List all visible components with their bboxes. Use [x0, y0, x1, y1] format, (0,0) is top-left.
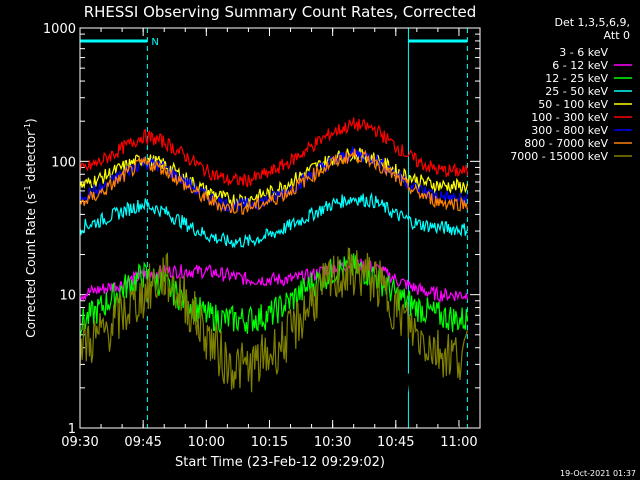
x-tick-label: 10:15 — [251, 435, 288, 450]
series-line-5 — [79, 117, 468, 188]
footer-timestamp: 19-Oct-2021 01:37 — [560, 469, 636, 478]
series-group — [79, 117, 468, 429]
x-tick-label: 10:00 — [188, 435, 225, 450]
series-line-7 — [79, 148, 468, 216]
legend-label: 50 - 100 keV — [538, 98, 608, 111]
y-tick-label: 1000 — [43, 22, 76, 37]
chart-title: RHESSI Observing Summary Count Rates, Co… — [84, 3, 477, 21]
legend-label: 25 - 50 keV — [545, 85, 608, 98]
legend-label: 12 - 25 keV — [545, 72, 608, 85]
x-tick-label: 09:45 — [124, 435, 161, 450]
y-axis-label-sup1: -1 — [23, 185, 32, 193]
legend-label: 7000 - 15000 keV — [510, 150, 608, 163]
night-marker-label: N — [151, 37, 158, 48]
plot-frame — [79, 27, 481, 429]
y-tick-label: 100 — [51, 155, 76, 170]
y-axis-label: Corrected Count Rate (s-1 detector-1) — [23, 118, 38, 337]
x-tick-label: 09:30 — [61, 435, 98, 450]
x-tick-label: 10:30 — [314, 435, 351, 450]
legend-label: 100 - 300 keV — [531, 111, 608, 124]
legend-label: 300 - 800 keV — [531, 124, 608, 137]
legend-label: 800 - 7000 keV — [524, 137, 608, 150]
x-tick-label: 11:00 — [440, 435, 477, 450]
y-tick-label: 1 — [68, 422, 76, 437]
y-axis-label-sup2: -1 — [23, 123, 32, 131]
series-line-2 — [79, 253, 468, 339]
legend-label: 3 - 6 keV — [559, 46, 608, 59]
series-line-8 — [79, 247, 468, 393]
x-tick-label: 10:45 — [377, 435, 414, 450]
legend-label: 6 - 12 keV — [552, 59, 608, 72]
series-line-1 — [79, 257, 468, 304]
series-line-4 — [79, 147, 468, 208]
y-axis-label-mid: detector — [24, 131, 38, 186]
series-line-3 — [79, 192, 468, 249]
y-axis-label-main: Corrected Count Rate (s — [24, 193, 38, 337]
legend-header-line2: Att 0 — [604, 29, 630, 42]
x-axis-label: Start Time (23-Feb-12 09:29:02) — [175, 455, 385, 470]
y-tick-label: 10 — [59, 289, 76, 304]
series-line-0 — [79, 239, 468, 429]
y-axis-label-end: ) — [24, 118, 38, 123]
legend-header-line1: Det 1,3,5,6,9, — [554, 16, 630, 29]
